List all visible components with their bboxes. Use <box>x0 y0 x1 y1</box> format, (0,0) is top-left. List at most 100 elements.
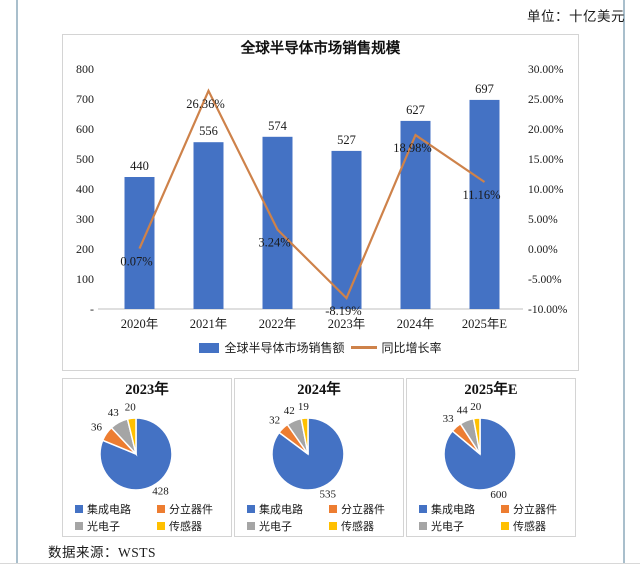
svg-text:-5.00%: -5.00% <box>528 274 562 286</box>
data-source-label: 数据来源：WSTS <box>48 545 157 560</box>
pie-legend-item: 分立器件 <box>329 501 407 517</box>
pie-legend-label: 集成电路 <box>87 504 131 516</box>
svg-text:2023年: 2023年 <box>328 317 366 331</box>
svg-text:20: 20 <box>470 401 482 413</box>
svg-text:200: 200 <box>76 242 94 256</box>
combo-chart-plot: 800 700 600 500 400 300 200 100 - 30.00% 25.00% 20.… <box>76 62 568 331</box>
unit-label: 单位：十亿美元 <box>527 9 625 24</box>
svg-text:20.00%: 20.00% <box>528 124 564 136</box>
pie-legend-item: 传感器 <box>157 518 235 534</box>
pie-legend-label: 分立器件 <box>169 504 213 516</box>
svg-text:574: 574 <box>268 119 288 133</box>
svg-text:32: 32 <box>269 415 280 427</box>
pie-legend-label: 分立器件 <box>513 504 557 516</box>
pie-legend-label: 光电子 <box>259 521 292 533</box>
svg-text:100: 100 <box>76 272 94 286</box>
pie-legend-item: 光电子 <box>419 518 501 534</box>
legend-label-sales: 全球半导体市场销售额 <box>224 341 345 355</box>
pie-legend-label: 传感器 <box>513 521 546 533</box>
pie-chart-panel-2024: 2024年 535 32 42 19 集成电路 分立器件 光电子 传感器 <box>234 378 404 537</box>
legend-item-sales: 全球半导体市场销售额 <box>199 339 345 356</box>
svg-text:25.00%: 25.00% <box>528 94 564 106</box>
svg-text:3.24%: 3.24% <box>258 236 290 250</box>
page-border-left <box>16 0 18 564</box>
pie-legend: 集成电路 分立器件 光电子 传感器 <box>235 501 403 534</box>
pie-plot: 428 36 43 20 <box>91 401 173 498</box>
sensor-swatch-icon <box>501 522 509 530</box>
pie-legend-label: 传感器 <box>341 521 374 533</box>
svg-text:600: 600 <box>76 122 94 136</box>
svg-text:36: 36 <box>91 422 103 434</box>
svg-text:500: 500 <box>76 152 94 166</box>
svg-text:428: 428 <box>152 486 169 498</box>
svg-text:800: 800 <box>76 62 94 76</box>
discrete-swatch-icon <box>157 505 165 513</box>
discrete-swatch-icon <box>501 505 509 513</box>
svg-text:26.36%: 26.36% <box>186 97 225 111</box>
svg-text:400: 400 <box>76 182 94 196</box>
legend-item-growth: 同比增长率 <box>350 339 442 356</box>
pie-charts-row: 2023年 428 36 43 20 集成电路 分立器件 光电子 传感器 2024年 … <box>62 378 579 537</box>
sales-combo-chart-panel: 全球半导体市场销售规模 800 700 600 500 400 300 200 100 - 30.… <box>62 34 579 371</box>
pie-legend-item: 集成电路 <box>247 501 329 517</box>
svg-text:44: 44 <box>457 404 469 416</box>
discrete-swatch-icon <box>329 505 337 513</box>
opto-swatch-icon <box>419 522 427 530</box>
pie-legend-label: 集成电路 <box>259 504 303 516</box>
svg-text:2022年: 2022年 <box>259 317 297 331</box>
svg-text:440: 440 <box>130 159 149 173</box>
svg-text:-: - <box>90 302 94 316</box>
svg-text:11.16%: 11.16% <box>462 188 500 202</box>
svg-text:15.00%: 15.00% <box>528 154 564 166</box>
svg-text:535: 535 <box>319 488 336 500</box>
pie-legend: 集成电路 分立器件 光电子 传感器 <box>63 501 231 534</box>
line-series-swatch-icon <box>350 346 377 349</box>
svg-text:18.98%: 18.98% <box>393 141 432 155</box>
svg-text:-10.00%: -10.00% <box>528 304 568 316</box>
pie-title: 2024年 <box>297 382 341 398</box>
svg-text:2025年E: 2025年E <box>462 317 508 331</box>
svg-text:0.07%: 0.07% <box>120 255 152 269</box>
svg-text:2021年: 2021年 <box>190 317 228 331</box>
svg-text:627: 627 <box>406 103 425 117</box>
pie-legend: 集成电路 分立器件 光电子 传感器 <box>407 501 575 534</box>
svg-text:300: 300 <box>76 212 94 226</box>
combo-chart-legend: 全球半导体市场销售额 同比增长率 <box>63 339 578 356</box>
svg-text:600: 600 <box>490 489 507 501</box>
pie-title: 2023年 <box>125 382 169 398</box>
svg-text:0.00%: 0.00% <box>528 244 558 256</box>
pie-legend-item: 集成电路 <box>419 501 501 517</box>
svg-text:2024年: 2024年 <box>397 317 435 331</box>
bar-series-swatch-icon <box>199 342 220 353</box>
legend-label-growth: 同比增长率 <box>381 341 442 355</box>
ic-swatch-icon <box>75 505 83 513</box>
pie-legend-label: 分立器件 <box>341 504 385 516</box>
page-border-right <box>623 0 625 564</box>
pie-legend-item: 传感器 <box>501 518 579 534</box>
pie-legend-label: 光电子 <box>87 521 120 533</box>
svg-text:-8.19%: -8.19% <box>325 304 361 318</box>
svg-text:700: 700 <box>76 92 94 106</box>
ic-swatch-icon <box>247 505 255 513</box>
opto-swatch-icon <box>75 522 83 530</box>
pie-legend-label: 集成电路 <box>431 504 475 516</box>
pie-legend-item: 光电子 <box>247 518 329 534</box>
svg-text:43: 43 <box>108 407 120 419</box>
svg-text:556: 556 <box>199 124 218 138</box>
svg-text:10.00%: 10.00% <box>528 184 564 196</box>
svg-text:527: 527 <box>337 133 356 147</box>
pie-chart-panel-2023: 2023年 428 36 43 20 集成电路 分立器件 光电子 传感器 <box>62 378 232 537</box>
svg-text:697: 697 <box>475 82 494 96</box>
combo-chart-title: 全球半导体市场销售规模 <box>240 41 401 57</box>
svg-text:42: 42 <box>284 405 295 417</box>
pie-legend-item: 集成电路 <box>75 501 157 517</box>
svg-text:19: 19 <box>298 401 310 413</box>
pie-legend-item: 分立器件 <box>157 501 235 517</box>
pie-legend-item: 分立器件 <box>501 501 579 517</box>
opto-swatch-icon <box>247 522 255 530</box>
pie-legend-item: 传感器 <box>329 518 407 534</box>
sensor-swatch-icon <box>157 522 165 530</box>
pie-legend-label: 传感器 <box>169 521 202 533</box>
svg-text:5.00%: 5.00% <box>528 214 558 226</box>
